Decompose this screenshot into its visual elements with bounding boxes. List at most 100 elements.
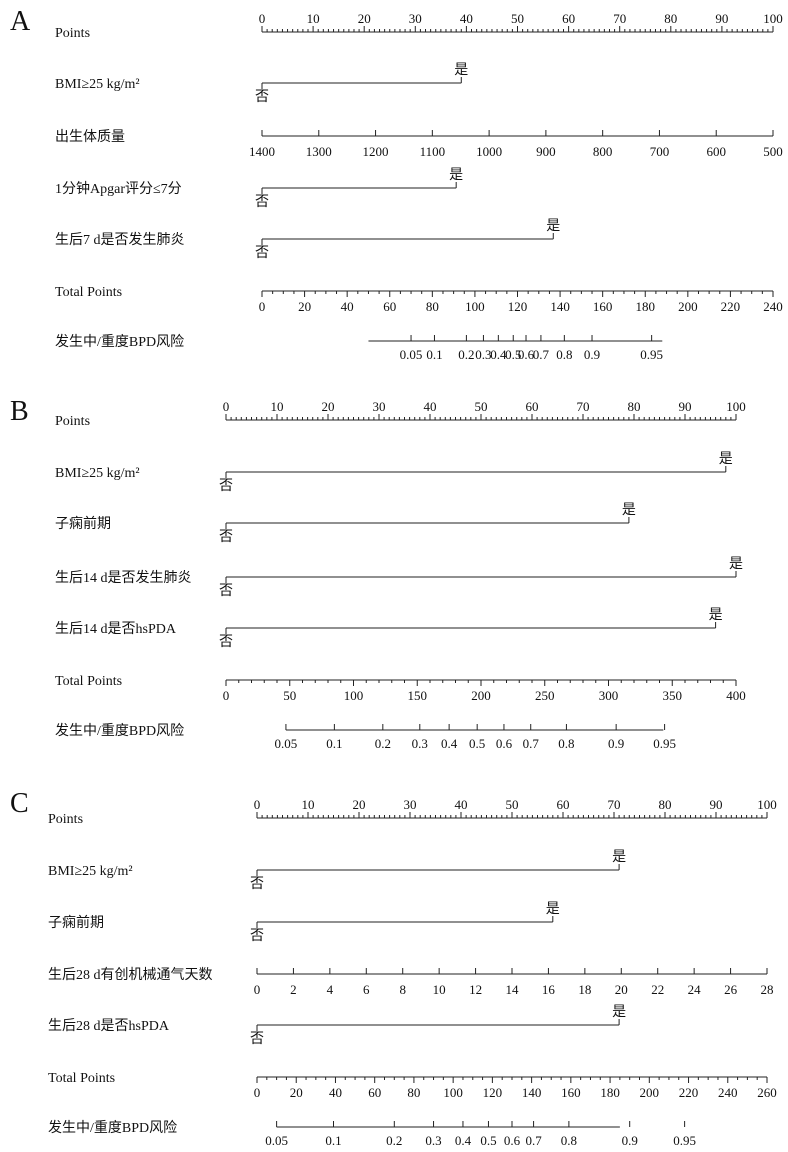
risk-tick-label: 0.3 <box>412 736 428 751</box>
tick-label: 150 <box>408 688 428 703</box>
category-no-label: 否 <box>219 584 233 599</box>
tick-label: 1000 <box>476 144 502 159</box>
tick-label: 16 <box>542 982 556 997</box>
tick-label: 240 <box>718 1085 738 1100</box>
category-yes-label: 是 <box>719 452 733 467</box>
tick-label: 140 <box>522 1085 542 1100</box>
tick-label: 40 <box>455 797 468 812</box>
tick-label: 24 <box>688 982 702 997</box>
tick-label: 100 <box>344 688 364 703</box>
risk-tick-label: 0.05 <box>275 736 298 751</box>
tick-label: 80 <box>407 1085 420 1100</box>
row-label: 发生中/重度BPD风险 <box>55 334 184 350</box>
risk-tick-label: 0.9 <box>608 736 624 751</box>
tick-label: 20 <box>358 11 371 26</box>
row-label: Points <box>55 414 90 429</box>
tick-label: 50 <box>511 11 524 26</box>
tick-label: 700 <box>650 144 670 159</box>
risk-tick-label: 0.95 <box>653 736 676 751</box>
tick-label: 800 <box>593 144 613 159</box>
tick-label: 140 <box>550 299 570 314</box>
tick-label: 50 <box>506 797 519 812</box>
risk-tick-label: 0.2 <box>375 736 391 751</box>
risk-tick-label: 0.5 <box>505 347 521 362</box>
tick-label: 1100 <box>420 144 446 159</box>
row-label: 子痫前期 <box>55 515 111 532</box>
risk-tick-label: 0.6 <box>518 347 535 362</box>
tick-label: 200 <box>471 688 491 703</box>
category-no-label: 否 <box>255 90 269 105</box>
tick-label: 100 <box>443 1085 463 1100</box>
risk-tick-label: 0.3 <box>425 1133 441 1148</box>
tick-label: 30 <box>404 797 417 812</box>
row-label: 生后28 d有创机械通气天数 <box>48 967 213 983</box>
row-label: 出生体质量 <box>55 129 125 145</box>
tick-label: 70 <box>577 399 590 414</box>
row-label: Points <box>48 812 83 827</box>
risk-tick-label: 0.4 <box>441 736 458 751</box>
tick-label: 500 <box>763 144 783 159</box>
tick-label: 0 <box>254 982 261 997</box>
risk-tick-label: 0.95 <box>673 1133 696 1148</box>
tick-label: 0 <box>259 11 266 26</box>
tick-label: 12 <box>469 982 482 997</box>
tick-label: 40 <box>329 1085 342 1100</box>
row-label: 生后14 d是否hsPDA <box>55 621 177 637</box>
tick-label: 100 <box>726 399 746 414</box>
tick-label: 70 <box>608 797 621 812</box>
tick-label: 30 <box>409 11 422 26</box>
tick-label: 80 <box>664 11 677 26</box>
risk-tick-label: 0.1 <box>325 1133 341 1148</box>
tick-label: 90 <box>715 11 728 26</box>
row-label: 发生中/重度BPD风险 <box>55 723 184 739</box>
risk-tick-label: 0.6 <box>504 1133 521 1148</box>
category-no-label: 否 <box>250 877 264 892</box>
tick-label: 40 <box>341 299 354 314</box>
risk-tick-label: 0.05 <box>400 347 423 362</box>
row-label: 生后28 d是否hsPDA <box>48 1018 170 1034</box>
tick-label: 1400 <box>249 144 275 159</box>
row-label: BMI≥25 kg/m² <box>55 466 140 481</box>
risk-tick-label: 0.8 <box>556 347 572 362</box>
tick-label: 60 <box>368 1085 381 1100</box>
tick-label: 100 <box>757 797 777 812</box>
row-label: 1分钟Apgar评分≤7分 <box>55 180 182 197</box>
tick-label: 200 <box>678 299 698 314</box>
category-yes-label: 是 <box>546 902 560 917</box>
tick-label: 4 <box>327 982 334 997</box>
tick-label: 160 <box>561 1085 581 1100</box>
tick-label: 240 <box>763 299 783 314</box>
category-yes-label: 是 <box>449 168 463 183</box>
tick-label: 70 <box>613 11 626 26</box>
row-label: Total Points <box>48 1071 115 1086</box>
tick-label: 180 <box>600 1085 620 1100</box>
tick-label: 60 <box>562 11 575 26</box>
risk-tick-label: 0.2 <box>386 1133 402 1148</box>
risk-tick-label: 0.4 <box>490 347 507 362</box>
tick-label: 120 <box>483 1085 503 1100</box>
risk-tick-label: 0.95 <box>640 347 663 362</box>
tick-label: 350 <box>663 688 683 703</box>
tick-label: 40 <box>424 399 437 414</box>
tick-label: 0 <box>259 299 266 314</box>
tick-label: 90 <box>710 797 723 812</box>
tick-label: 250 <box>535 688 555 703</box>
tick-label: 10 <box>307 11 320 26</box>
tick-label: 26 <box>724 982 738 997</box>
row-label: 发生中/重度BPD风险 <box>48 1120 177 1136</box>
row-label: BMI≥25 kg/m² <box>48 864 133 879</box>
tick-label: 80 <box>628 399 641 414</box>
category-yes-label: 是 <box>454 63 468 78</box>
tick-label: 60 <box>383 299 396 314</box>
tick-label: 6 <box>363 982 370 997</box>
tick-label: 50 <box>283 688 296 703</box>
tick-label: 10 <box>302 797 315 812</box>
risk-tick-label: 0.7 <box>533 347 550 362</box>
tick-label: 20 <box>290 1085 303 1100</box>
risk-tick-label: 0.2 <box>458 347 474 362</box>
tick-label: 1200 <box>363 144 389 159</box>
row-label: Total Points <box>55 285 122 300</box>
tick-label: 20 <box>298 299 311 314</box>
category-yes-label: 是 <box>612 1005 626 1020</box>
